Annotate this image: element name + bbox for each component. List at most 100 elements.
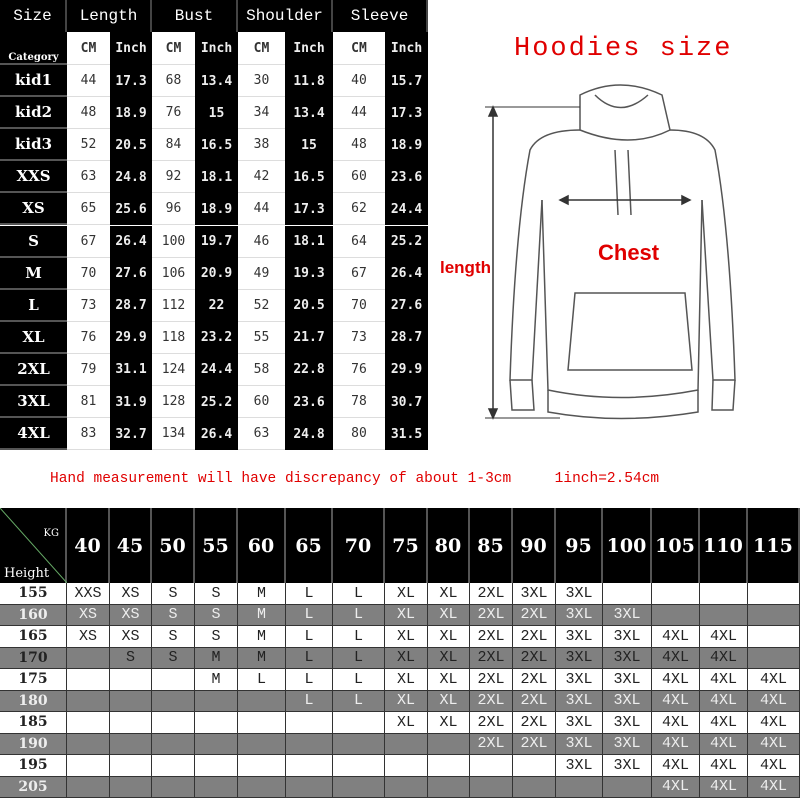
size-cell [152,733,195,755]
size-cell: XL [385,604,428,626]
measurement-cell: 84 [152,129,195,162]
size-cell: L [333,669,385,691]
measurement-cell: 112 [152,289,195,322]
measurement-cell: 25.2 [385,225,428,258]
size-cell: XL [428,583,470,605]
measurement-cell: 24.4 [385,193,428,226]
size-cell [603,583,652,605]
weight-header: 100 [603,508,652,583]
size-cell: L [333,604,385,626]
size-cell [652,604,700,626]
size-label: XXS [0,161,67,194]
size-cell [513,755,556,777]
size-cell: 4XL [700,647,748,669]
size-label: M [0,257,67,290]
measurement-cell: 64 [333,225,385,258]
size-cell: L [286,583,333,605]
size-cell [195,690,238,712]
measurement-cell: 76 [67,321,110,354]
unit-header: Inch [285,32,333,65]
size-label: XS [0,193,67,226]
measurement-cell: 100 [152,225,195,258]
size-cell: XS [67,604,110,626]
size-cell [286,712,333,734]
measurement-cell: 73 [67,289,110,322]
size-cell [748,626,800,648]
size-cell: 3XL [603,690,652,712]
size-cell [238,776,286,798]
unit-header: CM [238,32,285,65]
size-cell: 2XL [513,604,556,626]
measurement-cell: 118 [152,321,195,354]
size-cell: 3XL [556,669,603,691]
size-cell: L [333,583,385,605]
size-cell [385,776,428,798]
measurement-cell: 58 [238,353,285,386]
height-label: 160 [0,604,67,626]
measurement-cell: 22.8 [285,353,333,386]
weight-header: 85 [470,508,513,583]
measurement-cell: 24.8 [110,161,152,194]
size-cell: 2XL [470,733,513,755]
size-cell [748,647,800,669]
size-cell: 3XL [556,583,603,605]
size-cell: 4XL [748,776,800,798]
size-cell: 3XL [603,647,652,669]
size-cell [470,755,513,777]
measurement-cell: 19.3 [285,257,333,290]
measurement-cell: 20.5 [285,289,333,322]
unit-header: Inch [195,32,238,65]
measurement-cell: 42 [238,161,285,194]
header-size: Size [0,0,67,32]
size-cell: M [238,647,286,669]
size-cell: 3XL [603,755,652,777]
size-cell [700,583,748,605]
measurement-cell: 28.7 [110,289,152,322]
size-cell [152,755,195,777]
weight-header: 65 [286,508,333,583]
size-cell: XL [385,712,428,734]
size-label: kid2 [0,97,67,130]
measurement-cell: 22 [195,289,238,322]
unit-header: Inch [385,32,428,65]
weight-header: 75 [385,508,428,583]
weight-header: 45 [110,508,152,583]
measurement-cell: 28.7 [385,321,428,354]
measurement-cell: 17.3 [385,97,428,130]
size-cell: 3XL [556,755,603,777]
size-cell: 2XL [470,583,513,605]
size-cell: S [152,583,195,605]
size-cell: XL [385,690,428,712]
size-cell: 4XL [748,669,800,691]
measurement-cell: 18.1 [195,161,238,194]
measurement-cell: 38 [238,129,285,162]
diagram-title: Hoodies size [514,34,733,64]
size-cell: S [195,583,238,605]
size-cell [286,755,333,777]
size-cell: S [152,604,195,626]
size-cell: L [286,669,333,691]
size-cell [603,776,652,798]
size-cell [110,690,152,712]
size-cell [286,733,333,755]
measurement-cell: 17.3 [110,65,152,97]
size-cell: 4XL [652,690,700,712]
weight-header: 55 [195,508,238,583]
size-cell [748,583,800,605]
measurement-cell: 27.6 [385,289,428,322]
size-cell: S [195,626,238,648]
measurement-cell: 19.7 [195,225,238,258]
size-cell [195,776,238,798]
measurement-cell: 73 [333,321,385,354]
measurement-cell: 32.7 [110,418,152,451]
measurement-cell: 62 [333,193,385,226]
length-label: length [440,258,491,277]
size-cell [110,733,152,755]
hoodie-outline-icon [485,84,736,420]
measurement-cell: 27.6 [110,257,152,290]
size-cell [67,669,110,691]
unit-header: CM [333,32,385,65]
weight-header: 105 [652,508,700,583]
size-label: 2XL [0,353,67,386]
size-cell [67,733,110,755]
